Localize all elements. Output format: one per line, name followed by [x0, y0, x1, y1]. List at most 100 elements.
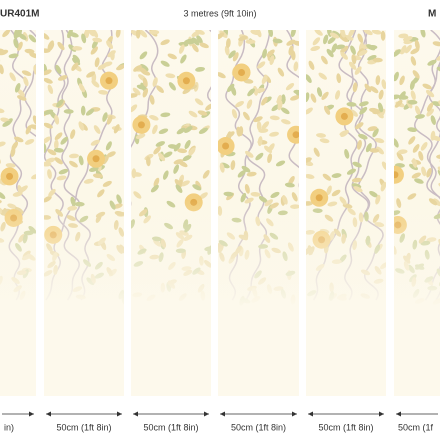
leaf	[269, 131, 279, 137]
leaf	[113, 124, 120, 134]
leaf	[0, 64, 4, 75]
leaf	[397, 149, 408, 155]
leaf	[394, 99, 403, 108]
panel-width-label: in)	[4, 422, 14, 432]
leaf	[180, 54, 187, 64]
leaf	[425, 89, 435, 98]
leaf	[85, 108, 95, 116]
leaf	[410, 47, 420, 55]
leaf	[44, 48, 51, 53]
leaf	[295, 90, 299, 100]
leaf	[173, 142, 181, 152]
leaf	[160, 39, 170, 46]
leaf	[250, 192, 261, 197]
leaf	[356, 139, 362, 150]
leaf	[167, 53, 177, 60]
leaf	[57, 41, 65, 51]
leaf	[25, 125, 32, 135]
leaf	[165, 73, 176, 79]
arrow-head	[292, 411, 297, 417]
leaf	[16, 30, 23, 38]
leaf	[47, 169, 52, 180]
leaf	[89, 166, 99, 172]
leaf	[346, 168, 357, 175]
right-code: M	[428, 9, 436, 20]
leaf	[93, 125, 101, 134]
leaf	[63, 109, 74, 114]
leaf	[310, 45, 321, 52]
leaf	[409, 163, 419, 171]
leaf	[430, 115, 436, 125]
leaf	[351, 54, 357, 65]
leaf	[261, 96, 268, 106]
vine	[131, 30, 159, 148]
leaf	[44, 69, 52, 76]
leaf	[175, 184, 183, 193]
panel	[0, 30, 36, 396]
leaf	[394, 138, 399, 148]
leaf	[352, 82, 358, 93]
vine	[24, 30, 36, 137]
leaf	[346, 102, 357, 107]
leaf	[310, 93, 317, 103]
leaf	[369, 148, 380, 153]
leaf	[290, 95, 299, 101]
left-code: UR401M	[0, 9, 39, 20]
panel	[44, 30, 124, 396]
leaf	[343, 34, 354, 41]
leaf	[146, 156, 151, 167]
leaf	[427, 59, 437, 66]
leaf	[326, 48, 334, 58]
leaf	[368, 107, 379, 113]
leaf	[135, 30, 141, 39]
leaf	[140, 64, 149, 72]
leaf	[44, 142, 47, 153]
leaf	[372, 128, 379, 138]
leaf	[191, 37, 200, 46]
leaf	[168, 82, 176, 91]
leaf	[375, 75, 381, 86]
leaf	[407, 99, 418, 105]
leaf	[344, 149, 350, 159]
fade	[306, 200, 386, 310]
leaf	[412, 158, 418, 168]
leaf	[340, 129, 349, 138]
leaf	[288, 175, 295, 185]
leaf	[421, 166, 427, 177]
leaf	[436, 154, 440, 159]
leaf	[23, 76, 29, 87]
leaf	[102, 112, 108, 122]
leaf	[131, 104, 138, 113]
dimensions: in) 50cm (1ft 8in) 50cm (1ft 8in) 50cm (1ft…	[2, 411, 438, 432]
arrow-head	[204, 411, 209, 417]
leaf	[78, 83, 86, 93]
leaf	[270, 191, 280, 199]
leaf	[350, 45, 356, 55]
leaf	[267, 143, 275, 152]
leaf	[261, 74, 268, 85]
leaf	[244, 150, 254, 158]
leaf	[335, 44, 346, 50]
leaf	[60, 136, 69, 145]
leaf	[54, 114, 60, 125]
leaf	[348, 30, 355, 38]
panel	[306, 30, 386, 396]
leaf	[102, 180, 112, 187]
leaf	[426, 102, 434, 112]
leaf	[24, 138, 35, 145]
leaf	[106, 115, 113, 125]
leaf	[379, 108, 386, 118]
leaf	[290, 30, 296, 38]
leaf	[47, 84, 54, 95]
leaf	[306, 160, 314, 167]
leaf	[56, 175, 67, 181]
leaf	[31, 173, 36, 180]
leaf	[57, 75, 68, 81]
leaf	[156, 85, 164, 94]
fade	[0, 200, 36, 310]
leaf	[306, 92, 310, 103]
leaf	[377, 102, 384, 113]
leaf	[414, 105, 421, 116]
arrow-head	[117, 411, 122, 417]
